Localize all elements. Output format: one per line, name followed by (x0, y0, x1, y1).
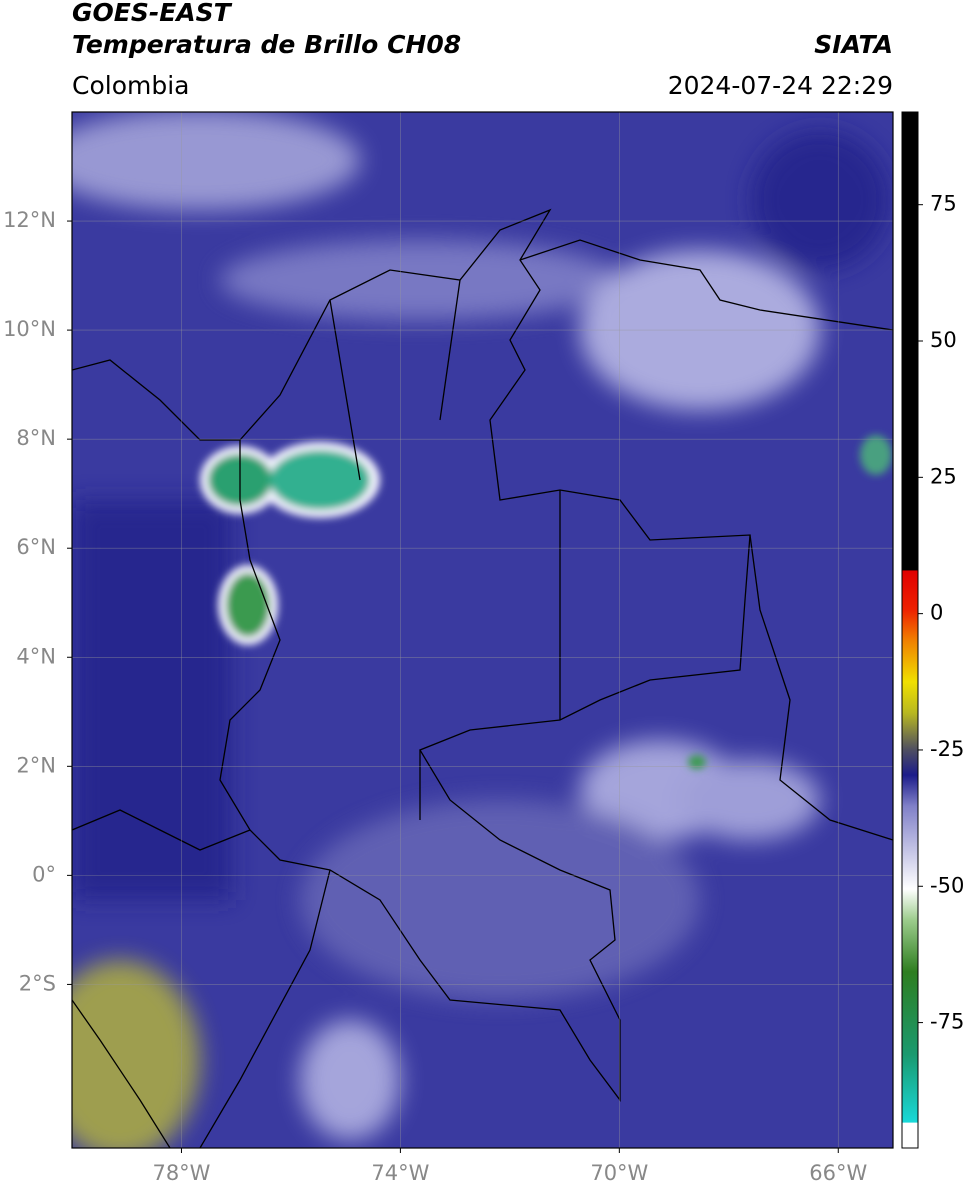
x-tick-label: 74°W (371, 1161, 429, 1185)
borders (72, 208, 893, 1148)
colorbar-label: -75 (930, 1010, 964, 1034)
y-tick-label: 12°N (3, 208, 56, 232)
y-tick-label: 0° (32, 862, 56, 886)
colorbar-label: 0 (930, 601, 943, 625)
y-tick-label: 2°S (19, 971, 56, 995)
satellite: GOES-EAST (72, 0, 233, 27)
y-tick-label: 10°N (3, 317, 56, 341)
colorbar-label: 50 (930, 328, 957, 352)
region: Colombia (72, 71, 189, 100)
y-tick-label: 6°N (16, 535, 56, 559)
colorbar-label: 25 (930, 464, 957, 488)
map-frame (71, 111, 894, 1149)
source: SIATA (814, 30, 893, 59)
colorbar-label: -50 (930, 873, 964, 897)
satellite-image (72, 112, 893, 1148)
grid (72, 112, 893, 1148)
product: Temperatura de Brillo CH08 (72, 30, 461, 59)
x-tick-label: 78°W (152, 1161, 210, 1185)
datetime: 2024-07-24 22:29 (668, 71, 893, 100)
colorbar (901, 111, 919, 1149)
y-tick-label: 2°N (16, 753, 56, 777)
y-tick-label: 8°N (16, 426, 56, 450)
y-tick-label: 4°N (16, 644, 56, 668)
x-tick-label: 66°W (809, 1161, 867, 1185)
colorbar-label: -25 (930, 737, 964, 761)
colorbar-label: 75 (930, 192, 957, 216)
x-tick-label: 70°W (590, 1161, 648, 1185)
